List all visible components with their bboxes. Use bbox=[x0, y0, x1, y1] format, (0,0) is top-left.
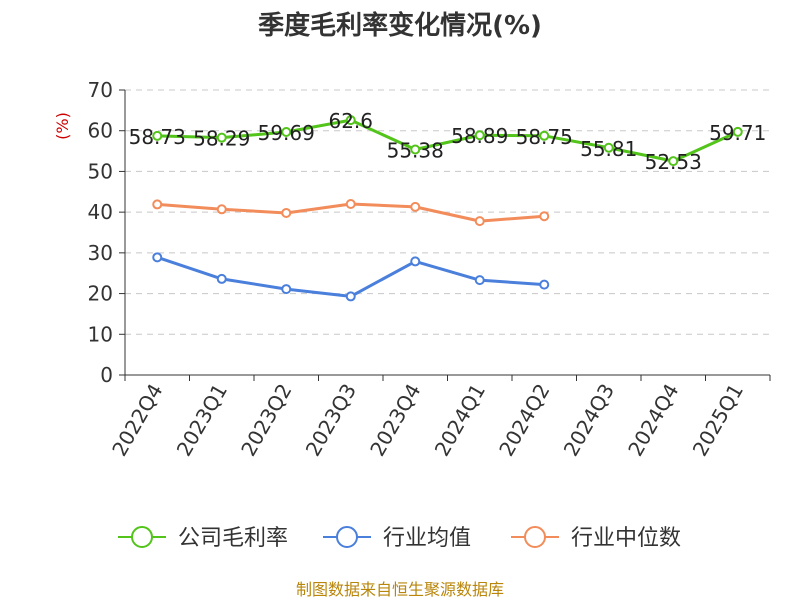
data-point bbox=[410, 256, 421, 267]
data-point bbox=[216, 132, 227, 143]
legend-marker bbox=[524, 526, 546, 548]
data-point bbox=[668, 156, 679, 167]
x-tick-label: 2024Q3 bbox=[559, 380, 619, 461]
legend: 公司毛利率 行业均值 行业中位数 bbox=[118, 526, 681, 551]
data-label: 59.69 bbox=[258, 121, 315, 145]
y-tick-label: 70 bbox=[88, 78, 113, 102]
legend-label: 行业中位数 bbox=[571, 526, 681, 551]
data-point bbox=[152, 199, 163, 210]
y-tick-label: 0 bbox=[100, 363, 113, 387]
data-point bbox=[732, 126, 743, 137]
data-point bbox=[603, 142, 614, 153]
legend-marker bbox=[336, 526, 358, 548]
data-point bbox=[345, 291, 356, 302]
legend-label: 公司毛利率 bbox=[178, 526, 288, 551]
x-tick-label: 2023Q2 bbox=[236, 380, 296, 461]
y-tick-label: 60 bbox=[88, 119, 113, 143]
x-tick-label: 2025Q1 bbox=[688, 380, 748, 461]
y-tick-label: 30 bbox=[88, 241, 113, 265]
data-label: 58.73 bbox=[129, 125, 186, 149]
series-line-1 bbox=[156, 255, 545, 298]
data-point bbox=[152, 130, 163, 141]
y-tick-label: 50 bbox=[88, 159, 113, 183]
data-point bbox=[539, 130, 550, 141]
x-tick-label: 2024Q4 bbox=[623, 380, 683, 461]
data-point bbox=[410, 201, 421, 212]
x-tick-label: 2022Q4 bbox=[107, 380, 167, 461]
data-label: 59.71 bbox=[709, 121, 766, 145]
grid-lines bbox=[125, 89, 770, 335]
data-label: 55.38 bbox=[387, 139, 444, 163]
data-label: 55.81 bbox=[580, 137, 637, 161]
data-label: 52.53 bbox=[645, 150, 702, 174]
data-point bbox=[281, 126, 292, 137]
source-note: 制图数据来自恒生聚源数据库 bbox=[296, 580, 504, 599]
data-point bbox=[539, 279, 550, 290]
x-tick-label: 2024Q2 bbox=[494, 380, 554, 461]
legend-marker bbox=[131, 526, 153, 548]
data-point bbox=[216, 273, 227, 284]
data-point bbox=[345, 199, 356, 209]
data-label: 58.75 bbox=[516, 125, 573, 149]
data-point bbox=[281, 284, 292, 295]
y-axis-label: (%) bbox=[53, 112, 72, 140]
data-label: 58.29 bbox=[193, 127, 250, 151]
data-labels: 58.73 58.29 59.69 62.6 55.38 58.89 58.75 55.81 5… bbox=[129, 109, 767, 174]
data-point bbox=[474, 130, 485, 141]
data-point bbox=[216, 204, 227, 215]
y-tick-label: 10 bbox=[88, 322, 113, 346]
x-tick-label: 2024Q1 bbox=[430, 380, 490, 461]
series-line-0 bbox=[157, 118, 739, 163]
x-tick-label: 2023Q4 bbox=[365, 380, 425, 461]
legend-label: 行业均值 bbox=[383, 526, 471, 551]
data-label: 62.6 bbox=[328, 109, 373, 133]
series-layer bbox=[152, 115, 743, 302]
data-point bbox=[281, 207, 292, 218]
data-point bbox=[410, 144, 421, 155]
data-point bbox=[152, 252, 163, 263]
data-point bbox=[474, 216, 485, 227]
y-tick-label: 40 bbox=[88, 200, 113, 224]
y-tick-label: 20 bbox=[88, 282, 113, 306]
data-label: 58.89 bbox=[451, 124, 508, 148]
x-tick-label: 2023Q3 bbox=[301, 380, 361, 461]
data-point bbox=[345, 115, 356, 126]
x-tick-label: 2023Q1 bbox=[172, 380, 232, 461]
data-point bbox=[474, 275, 485, 286]
chart-title: 季度毛利率变化情况(%) bbox=[258, 10, 542, 41]
data-point bbox=[539, 211, 550, 222]
